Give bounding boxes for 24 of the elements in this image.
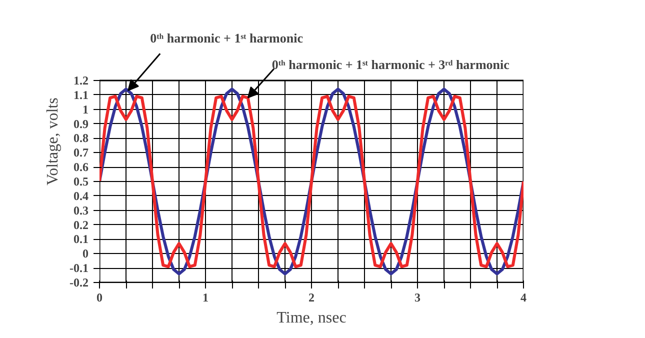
y-tick-label: -0.2 [70,276,89,290]
y-tick-label: 0 [82,246,88,261]
x-tick-label: 4 [520,290,526,304]
annotation: 0ᵗʰ harmonic + 1ˢᵗ harmonic + 3ʳᵈ harmonic [272,56,510,72]
y-tick-label: 0.7 [74,146,88,160]
y-tick-label: 0.6 [74,160,88,174]
x-tick-label: 1 [202,290,208,304]
y-tick-label: 0.4 [74,188,88,203]
y-tick-label: 0.2 [74,218,88,232]
y-axis-title: Voltage, volts [44,98,62,186]
y-tick-label: 0.5 [74,174,88,188]
y-tick-label: 0.3 [74,203,88,218]
x-tick-label: 3 [414,290,420,304]
y-tick-label: 1 [82,102,88,116]
y-tick-label: 0.9 [74,116,88,131]
x-axis-title: Time, nsec [276,310,346,326]
y-tick-label: 1.2 [74,74,88,88]
y-tick-label: 1.1 [74,88,88,102]
annotation: 0ᵗʰ harmonic + 1ˢᵗ harmonic [150,30,304,46]
y-tick-label: 0.1 [74,232,88,246]
y-tick-label: 0.8 [74,131,88,146]
x-tick-label: 0 [96,290,102,304]
y-tick-label: -0.1 [70,261,89,276]
x-tick-label: 2 [308,290,314,304]
